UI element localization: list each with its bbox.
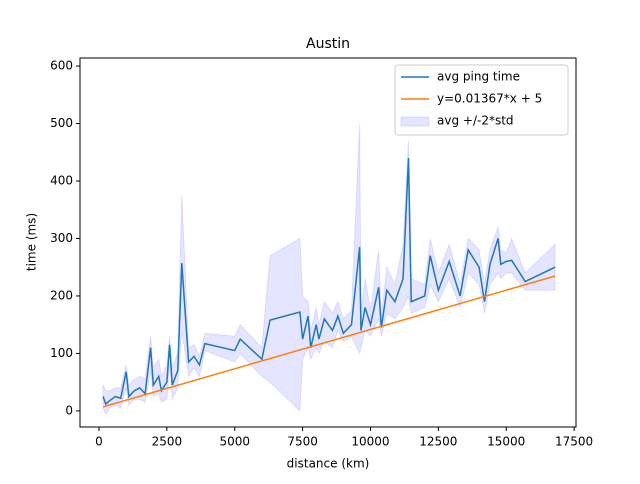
y-tick-label: 100 — [50, 346, 73, 360]
x-tick-label: 17500 — [555, 435, 593, 449]
x-axis-label: distance (km) — [287, 457, 370, 471]
y-axis-label: time (ms) — [25, 213, 39, 271]
legend-label: avg +/-2*std — [437, 114, 514, 128]
x-tick-label: 0 — [95, 435, 103, 449]
x-tick-label: 12500 — [419, 435, 457, 449]
x-tick-label: 5000 — [219, 435, 250, 449]
legend-label: y=0.01367*x + 5 — [437, 92, 542, 106]
x-tick-label: 7500 — [287, 435, 318, 449]
chart-title: Austin — [306, 36, 350, 52]
y-tick-label: 300 — [50, 231, 73, 245]
x-tick-label: 10000 — [351, 435, 389, 449]
series-line — [102, 275, 556, 408]
std-band — [102, 123, 556, 415]
legend-label: avg ping time — [437, 70, 520, 84]
x-tick-label: 2500 — [152, 435, 183, 449]
legend-box — [394, 64, 569, 136]
y-tick-label: 500 — [50, 116, 73, 130]
y-tick-label: 0 — [65, 403, 73, 417]
y-tick-label: 400 — [50, 174, 73, 188]
y-tick-label: 200 — [50, 288, 73, 302]
x-tick-label: 15000 — [487, 435, 525, 449]
series-line — [102, 157, 556, 406]
legend-swatch — [400, 116, 430, 127]
y-tick-label: 600 — [50, 59, 73, 73]
plot-frame — [79, 57, 577, 428]
